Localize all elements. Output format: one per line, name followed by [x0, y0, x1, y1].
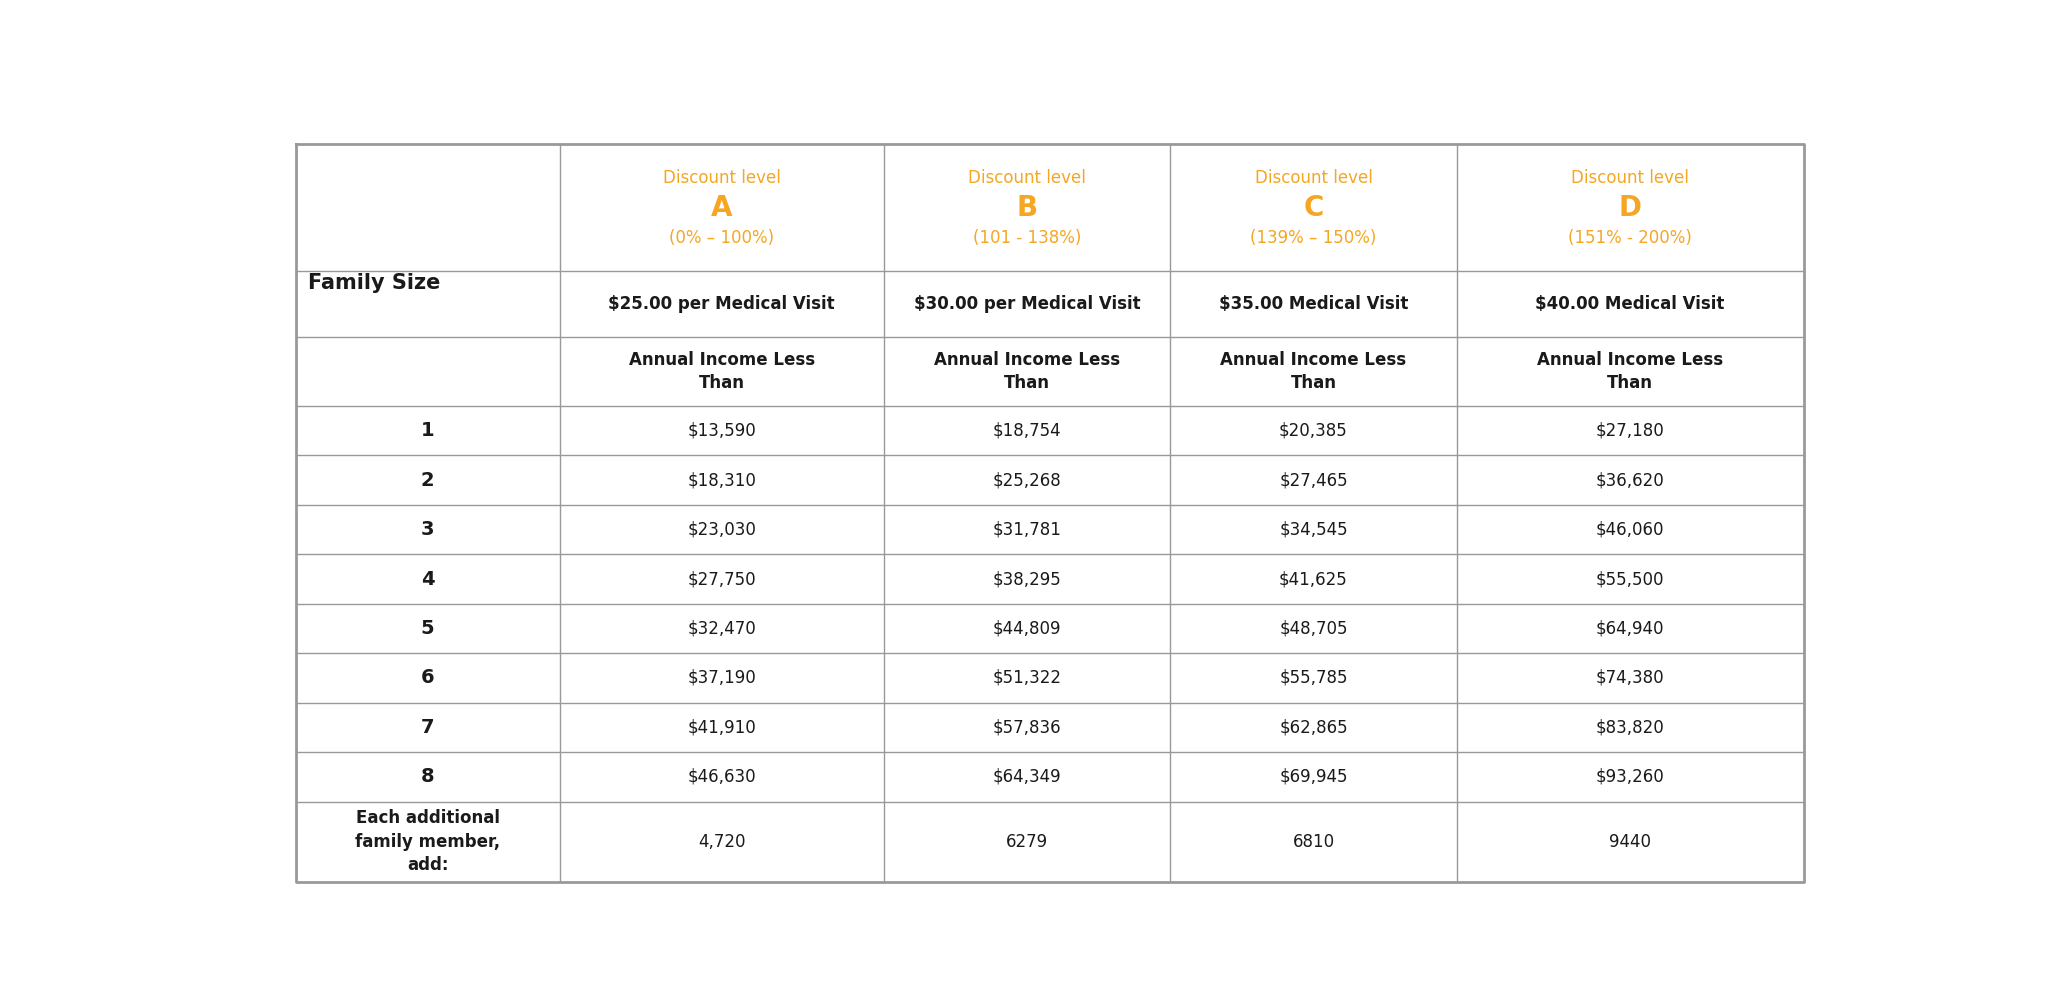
Text: $93,260: $93,260: [1595, 768, 1665, 786]
Text: $62,865: $62,865: [1280, 719, 1348, 737]
Text: $55,785: $55,785: [1280, 669, 1348, 687]
Text: 9440: 9440: [1610, 833, 1651, 851]
Text: 4,720: 4,720: [698, 833, 745, 851]
Text: Family Size: Family Size: [309, 273, 440, 293]
Text: $48,705: $48,705: [1280, 620, 1348, 637]
Text: Annual Income Less
Than: Annual Income Less Than: [1221, 351, 1407, 392]
Text: Annual Income Less
Than: Annual Income Less Than: [629, 351, 815, 392]
Text: $69,945: $69,945: [1280, 768, 1348, 786]
Text: 6279: 6279: [1006, 833, 1049, 851]
Text: Annual Income Less
Than: Annual Income Less Than: [1538, 351, 1722, 392]
Text: 3: 3: [422, 520, 434, 539]
Text: $64,940: $64,940: [1595, 620, 1665, 637]
Text: $41,910: $41,910: [688, 719, 756, 737]
Text: $25.00 per Medical Visit: $25.00 per Medical Visit: [608, 295, 836, 313]
Text: $74,380: $74,380: [1595, 669, 1665, 687]
Text: $27,465: $27,465: [1280, 471, 1348, 489]
Text: $55,500: $55,500: [1595, 571, 1665, 588]
Text: A: A: [711, 194, 733, 222]
Text: (151% - 200%): (151% - 200%): [1569, 229, 1692, 247]
Text: $35.00 Medical Visit: $35.00 Medical Visit: [1219, 295, 1409, 313]
Text: $41,625: $41,625: [1280, 571, 1348, 588]
Text: $30.00 per Medical Visit: $30.00 per Medical Visit: [913, 295, 1141, 313]
Text: $36,620: $36,620: [1595, 471, 1665, 489]
Text: Annual Income Less
Than: Annual Income Less Than: [934, 351, 1120, 392]
Text: $18,310: $18,310: [688, 471, 756, 489]
Text: 5: 5: [420, 619, 434, 638]
Text: 8: 8: [420, 767, 434, 786]
Text: $83,820: $83,820: [1595, 719, 1665, 737]
Text: 6810: 6810: [1292, 833, 1335, 851]
Text: $27,180: $27,180: [1595, 421, 1665, 439]
Text: D: D: [1618, 194, 1642, 222]
Text: $25,268: $25,268: [993, 471, 1061, 489]
Text: Discount level: Discount level: [664, 168, 780, 186]
Text: $13,590: $13,590: [688, 421, 756, 439]
Text: Discount level: Discount level: [969, 168, 1085, 186]
Text: $51,322: $51,322: [993, 669, 1061, 687]
Text: $46,630: $46,630: [688, 768, 756, 786]
Text: 1: 1: [420, 421, 434, 440]
Text: $31,781: $31,781: [993, 521, 1061, 538]
Text: 6: 6: [420, 668, 434, 687]
Text: Each additional
family member,
add:: Each additional family member, add:: [354, 809, 500, 874]
Text: Discount level: Discount level: [1255, 168, 1372, 186]
Text: $44,809: $44,809: [993, 620, 1061, 637]
Text: $38,295: $38,295: [993, 571, 1061, 588]
Text: $46,060: $46,060: [1595, 521, 1665, 538]
Text: $40.00 Medical Visit: $40.00 Medical Visit: [1536, 295, 1724, 313]
Text: $57,836: $57,836: [993, 719, 1061, 737]
Text: $20,385: $20,385: [1280, 421, 1348, 439]
Text: 2: 2: [420, 471, 434, 490]
Text: $23,030: $23,030: [688, 521, 756, 538]
Text: $64,349: $64,349: [993, 768, 1061, 786]
Text: 7: 7: [422, 718, 434, 737]
Text: (139% – 150%): (139% – 150%): [1249, 229, 1376, 247]
Text: $37,190: $37,190: [688, 669, 756, 687]
Text: 4: 4: [420, 570, 434, 589]
Text: $27,750: $27,750: [688, 571, 756, 588]
Text: (0% – 100%): (0% – 100%): [670, 229, 774, 247]
Text: C: C: [1303, 194, 1323, 222]
Text: $34,545: $34,545: [1280, 521, 1348, 538]
Text: $32,470: $32,470: [688, 620, 756, 637]
Text: Discount level: Discount level: [1571, 168, 1690, 186]
Text: $18,754: $18,754: [993, 421, 1061, 439]
Text: B: B: [1016, 194, 1038, 222]
Text: (101 - 138%): (101 - 138%): [973, 229, 1081, 247]
